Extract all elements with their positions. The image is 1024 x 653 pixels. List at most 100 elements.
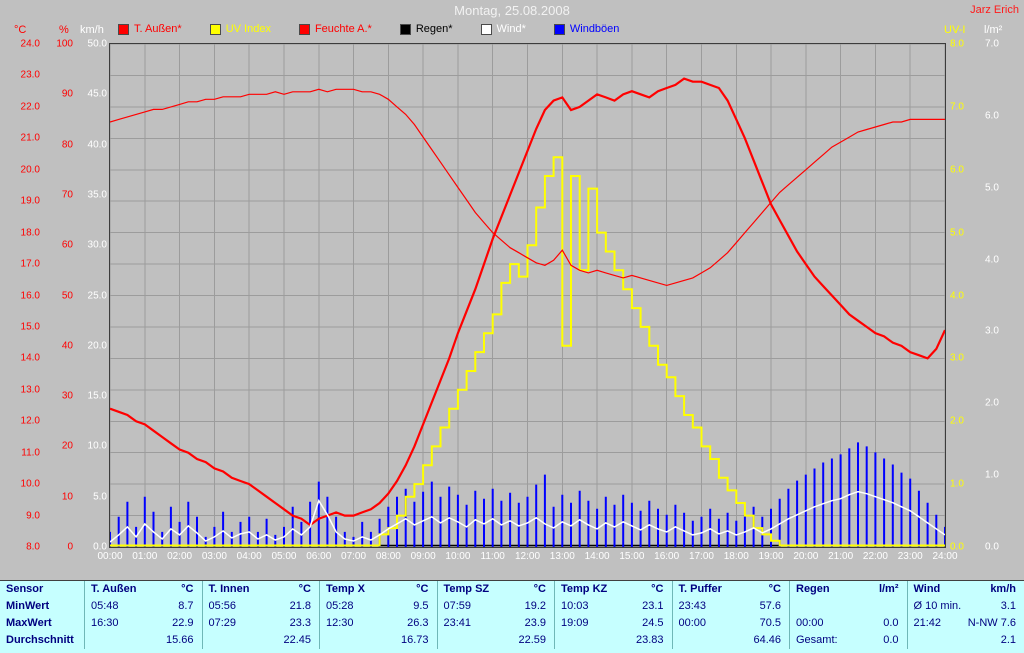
- station-name: Jarz Erich: [970, 4, 1019, 16]
- cell-right: 64.46: [753, 634, 781, 646]
- x-axis-label: 19:00: [758, 551, 784, 562]
- axis-unit-km-h: km/h: [80, 24, 104, 36]
- y-axis-label: 10: [61, 491, 73, 503]
- table-cell-t-innen: T. Innen °C: [201, 581, 320, 598]
- legend-swatch-regen: [399, 23, 411, 35]
- cell-right: 2.1: [1000, 634, 1016, 646]
- y-axis-label: 5.0: [950, 227, 964, 239]
- x-axis-label: 01:00: [132, 551, 158, 562]
- y-axis-label: 20.0: [87, 340, 107, 352]
- table-cell-t-puffer: 00:00 70.5: [671, 615, 790, 632]
- cell-right: 22.59: [518, 634, 546, 646]
- axis-unit-c: °C: [14, 24, 27, 36]
- chart-title: Montag, 25.08.2008: [454, 3, 570, 18]
- table-row-maxwert: MaxWert 16:30 22.9 07:29 23.3 12:30 26.3 23:41 2…: [0, 615, 1024, 632]
- x-axis-label: 03:00: [201, 551, 227, 562]
- cell-right: km/h: [990, 583, 1016, 595]
- y-axis-label: 90: [61, 88, 73, 100]
- legend-swatch-uv-index: [209, 23, 221, 35]
- cell-left: T. Außen: [91, 583, 137, 595]
- cell-left: 19:09: [561, 617, 589, 629]
- x-axis-label: 15:00: [619, 551, 645, 562]
- y-axis-label: 1.0: [985, 469, 999, 481]
- y-axis-label: 11.0: [21, 447, 40, 459]
- cell-right: 22.9: [172, 617, 194, 629]
- legend-item-uv-index: UV Index: [209, 23, 271, 35]
- cell-right: 23.83: [635, 634, 664, 646]
- y-axis-label: 14.0: [20, 352, 40, 364]
- cell-right: °C: [298, 583, 311, 595]
- table-cell-t-au-en: 16:30 22.9: [84, 615, 202, 632]
- table-cell-temp-sz: Temp SZ °C: [436, 581, 555, 598]
- table-cell-regen: Gesamt: 0.0: [789, 632, 907, 649]
- table-cell-t-innen: 07:29 23.3: [201, 615, 320, 632]
- legend-item-t-au-en: T. Außen*: [118, 23, 182, 35]
- table-cell-t-puffer: 64.46: [671, 632, 790, 649]
- cell-left: 16:30: [91, 617, 119, 629]
- y-axis-label: 19.0: [20, 195, 40, 207]
- x-axis-label: 12:00: [514, 551, 541, 562]
- y-axis-label: 45.0: [87, 88, 107, 100]
- series-t-au-en-line: [110, 77, 945, 527]
- legend-label: Windböen: [569, 23, 620, 35]
- row-label: Sensor: [6, 583, 44, 595]
- table-cell-t-au-en: T. Außen °C: [84, 581, 202, 598]
- x-axis-label: 11:00: [480, 551, 505, 562]
- cell-left: Gesamt:: [796, 634, 838, 646]
- y-axis-label: 3.0: [950, 352, 964, 364]
- x-axis-label: 08:00: [375, 551, 401, 562]
- table-row-sensor: Sensor T. Außen °C T. Innen °C Temp X °C Temp S…: [0, 581, 1024, 598]
- cell-left: 05:56: [208, 600, 237, 612]
- cell-left: 23:41: [443, 617, 472, 629]
- y-axis-label: 40.0: [87, 139, 107, 151]
- y-axis-label: 50: [61, 290, 73, 301]
- table-cell-temp-x: 12:30 26.3: [319, 615, 437, 632]
- y-axis-label: 5.0: [93, 491, 107, 503]
- x-axis-label: 04:00: [236, 551, 262, 562]
- y-axis-label: 6.0: [985, 110, 999, 122]
- x-axis-label: 21:00: [828, 551, 854, 562]
- x-axis-label: 17:00: [688, 551, 714, 562]
- table-cell-wind: 21:42 N-NW 7.6: [906, 615, 1024, 632]
- table-cell-temp-x: 05:28 9.5: [319, 598, 437, 615]
- table-cell-t-puffer: T. Puffer °C: [671, 581, 790, 598]
- y-axis-label: 10.0: [20, 478, 40, 490]
- cell-right: 0.0: [883, 617, 899, 629]
- row-label: MinWert: [6, 600, 50, 612]
- x-axis-label: 10:00: [445, 551, 471, 562]
- legend-label: Feuchte A.*: [314, 23, 372, 35]
- table-cell-regen: 00:00 0.0: [789, 615, 907, 632]
- table-cell-wind: Wind km/h: [906, 581, 1024, 598]
- y-axis-label: 40: [61, 340, 73, 352]
- table-cell-t-au-en: 05:48 8.7: [84, 598, 202, 615]
- cell-right: 23.1: [642, 600, 664, 612]
- cell-right: 19.2: [524, 600, 546, 612]
- y-axis-label: 2.0: [950, 415, 964, 427]
- y-axis-label: 12.0: [20, 415, 40, 427]
- table-row-durchschnitt: Durchschnitt 15.66 22.45 16.73 22.59 23.83 64.…: [0, 632, 1024, 649]
- cell-left: T. Puffer: [678, 583, 722, 595]
- y-axis-label: 7.0: [985, 38, 999, 50]
- table-cell-temp-x: 16.73: [319, 632, 437, 649]
- y-axis-label: 16.0: [20, 290, 40, 301]
- x-axis-label: 22:00: [862, 551, 888, 562]
- cell-right: °C: [651, 583, 664, 595]
- table-cell-temp-x: Temp X °C: [319, 581, 437, 598]
- legend-label: UV Index: [225, 23, 271, 35]
- x-axis-label: 00:00: [97, 551, 123, 562]
- y-axis-label: 9.0: [26, 510, 40, 522]
- cell-left: 07:59: [443, 600, 472, 612]
- y-axis-label: 60: [61, 239, 73, 251]
- x-axis-label: 06:00: [306, 551, 332, 562]
- y-axis-label: 3.0: [985, 325, 999, 337]
- legend-swatch-t-au-en: [118, 23, 129, 35]
- cell-right: 23.3: [289, 617, 311, 629]
- y-axis-label: 5.0: [985, 182, 999, 194]
- legend-label: T. Außen*: [134, 23, 182, 35]
- legend-swatch-windb-en: [553, 23, 565, 35]
- y-axis-label: 25.0: [87, 290, 107, 301]
- chart-plot-area[interactable]: [109, 43, 946, 548]
- legend-label: Regen*: [415, 23, 453, 35]
- x-axis-label: 13:00: [549, 551, 575, 562]
- y-axis-label: 0.0: [950, 541, 964, 553]
